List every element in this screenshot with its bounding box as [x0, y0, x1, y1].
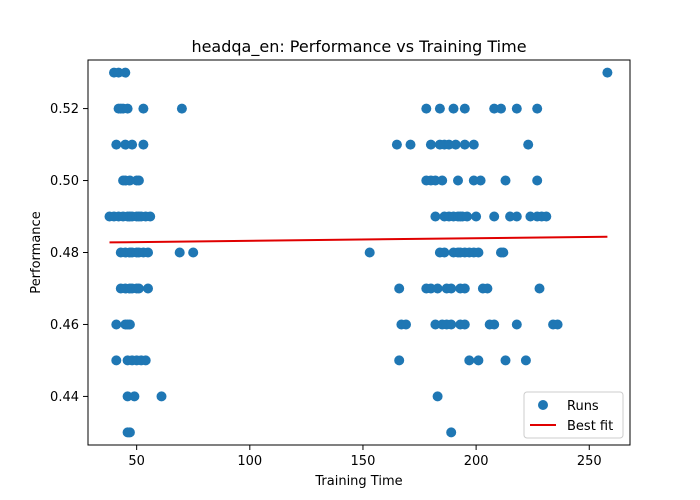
data-point — [394, 283, 405, 294]
x-tick-label: 100 — [237, 454, 262, 469]
data-point — [532, 175, 543, 186]
legend-best-fit-label: Best fit — [567, 419, 613, 434]
data-point — [133, 175, 144, 186]
data-point — [459, 139, 470, 150]
y-axis-ticks: 0.44 0.46 0.48 0.50 0.52 — [50, 102, 88, 405]
chart-title: headqa_en: Performance vs Training Time — [191, 37, 526, 57]
y-tick-label: 0.52 — [50, 102, 79, 117]
data-point — [534, 283, 545, 294]
y-tick-label: 0.48 — [50, 246, 79, 261]
data-point — [498, 247, 509, 258]
data-point — [156, 391, 167, 402]
x-tick-label: 200 — [464, 454, 489, 469]
data-point — [124, 319, 135, 330]
data-point — [188, 247, 199, 258]
data-point — [437, 175, 448, 186]
data-point — [446, 283, 457, 294]
data-point — [138, 103, 149, 114]
x-axis-ticks: 50 100 150 200 250 — [128, 445, 602, 469]
legend: Runs Best fit — [523, 391, 624, 439]
data-point — [473, 355, 484, 366]
legend-runs-label: Runs — [567, 399, 599, 414]
data-point — [468, 139, 479, 150]
data-point — [391, 139, 402, 150]
data-point — [602, 67, 613, 78]
data-point — [541, 211, 552, 222]
data-point — [511, 103, 522, 114]
data-point — [432, 391, 443, 402]
data-point — [174, 247, 185, 258]
data-point — [459, 283, 470, 294]
data-point — [532, 103, 543, 114]
x-axis-label: Training Time — [314, 474, 402, 489]
data-point — [450, 139, 461, 150]
data-point — [520, 355, 531, 366]
data-point — [405, 139, 416, 150]
data-point — [459, 103, 470, 114]
data-point — [124, 427, 135, 438]
legend-runs-marker — [538, 400, 548, 410]
data-point — [500, 175, 511, 186]
data-point — [489, 319, 500, 330]
data-point — [473, 247, 484, 258]
x-tick-label: 150 — [351, 454, 376, 469]
data-point — [471, 211, 482, 222]
data-point — [430, 211, 441, 222]
data-point — [394, 355, 405, 366]
data-point — [138, 139, 149, 150]
data-point — [421, 103, 432, 114]
data-point — [176, 103, 187, 114]
data-point — [111, 355, 122, 366]
data-point — [143, 283, 153, 294]
data-point — [464, 355, 475, 366]
data-point — [459, 319, 470, 330]
best-fit-line — [109, 235, 608, 244]
data-point — [500, 355, 511, 366]
data-point — [133, 283, 144, 294]
data-point — [140, 355, 151, 366]
x-tick-label: 50 — [128, 454, 145, 469]
data-point — [401, 319, 411, 330]
y-tick-label: 0.46 — [50, 318, 79, 333]
data-point — [496, 103, 506, 114]
data-point — [446, 319, 457, 330]
data-point — [439, 247, 450, 258]
data-point — [127, 139, 138, 150]
data-point — [364, 247, 375, 258]
data-point — [111, 139, 122, 150]
data-point — [511, 211, 522, 222]
data-point — [425, 139, 436, 150]
x-tick-label: 250 — [577, 454, 602, 469]
data-point — [145, 211, 156, 222]
legend-box — [523, 391, 624, 439]
plot-area — [104, 67, 613, 438]
data-point — [489, 211, 500, 222]
data-point — [446, 427, 457, 438]
data-point — [432, 283, 443, 294]
data-point — [453, 175, 463, 186]
data-point — [511, 319, 522, 330]
data-point — [523, 139, 534, 150]
y-tick-label: 0.50 — [50, 174, 79, 189]
data-point — [482, 283, 493, 294]
y-axis-label: Performance — [29, 211, 44, 293]
data-point — [111, 319, 122, 330]
data-point — [122, 103, 133, 114]
data-point — [448, 103, 459, 114]
data-point — [143, 247, 153, 258]
data-point — [462, 211, 473, 222]
data-point — [129, 391, 140, 402]
y-tick-label: 0.44 — [50, 390, 79, 405]
data-point — [434, 103, 445, 114]
data-point — [120, 67, 131, 78]
data-point — [552, 319, 563, 330]
data-point — [475, 175, 486, 186]
